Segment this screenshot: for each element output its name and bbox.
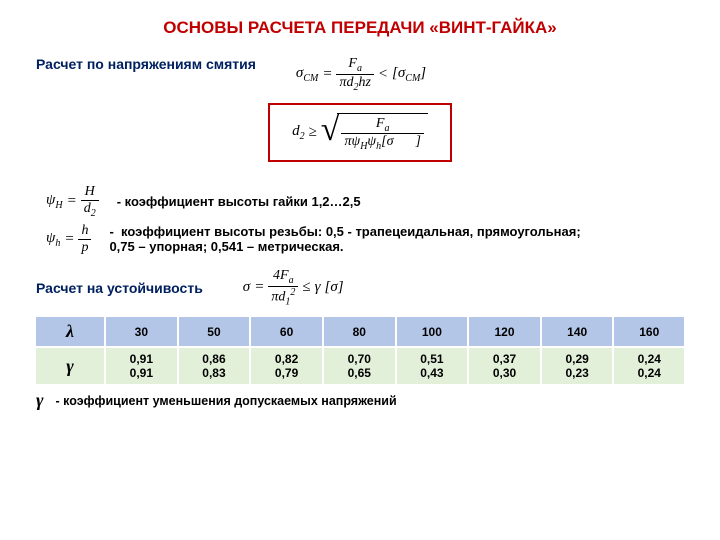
crush-stress-formula: σСМ = Fa πd2hz < [σСМ] bbox=[296, 56, 426, 93]
gamma-cell: 0,860,83 bbox=[178, 347, 251, 384]
lambda-col: 100 bbox=[396, 317, 469, 347]
gamma-cell: 0,700,65 bbox=[323, 347, 396, 384]
d2-design-formula: d2 ≥ √ Fa πψHψh[σ] bbox=[268, 103, 452, 163]
section-stability-heading: Расчет на устойчивость bbox=[36, 280, 203, 296]
section-crush-heading: Расчет по напряжениям смятия bbox=[36, 56, 256, 72]
lambda-col: 30 bbox=[105, 317, 178, 347]
gamma-footnote: γ - коэффициент уменьшения допускаемых н… bbox=[36, 390, 684, 411]
gamma-cell: 0,240,24 bbox=[613, 347, 684, 384]
gamma-cell: 0,290,23 bbox=[541, 347, 614, 384]
gamma-cell: 0,910,91 bbox=[105, 347, 178, 384]
gamma-cell: 0,510,43 bbox=[396, 347, 469, 384]
lambda-col: 120 bbox=[468, 317, 541, 347]
stability-formula: σ = 4Fa πd12 ≤ γ [σ] bbox=[243, 268, 344, 307]
lambda-header: λ bbox=[36, 317, 105, 347]
gamma-cell: 0,370,30 bbox=[468, 347, 541, 384]
lambda-col: 80 bbox=[323, 317, 396, 347]
psi-h-upper-definition: ψH = H d2 - коэффициент высоты гайки 1,2… bbox=[46, 184, 684, 219]
gamma-lambda-table: λ30506080100120140160 γ0,910,910,860,830… bbox=[36, 317, 684, 384]
psi-h-lower-definition: ψh = h p - коэффициент высоты резьбы: 0,… bbox=[46, 223, 684, 256]
lambda-col: 140 bbox=[541, 317, 614, 347]
gamma-row-header: γ bbox=[36, 347, 105, 384]
lambda-col: 50 bbox=[178, 317, 251, 347]
page-title: ОСНОВЫ РАСЧЕТА ПЕРЕДАЧИ «ВИНТ-ГАЙКА» bbox=[36, 18, 684, 38]
lambda-col: 160 bbox=[613, 317, 684, 347]
lambda-col: 60 bbox=[250, 317, 323, 347]
gamma-cell: 0,820,79 bbox=[250, 347, 323, 384]
